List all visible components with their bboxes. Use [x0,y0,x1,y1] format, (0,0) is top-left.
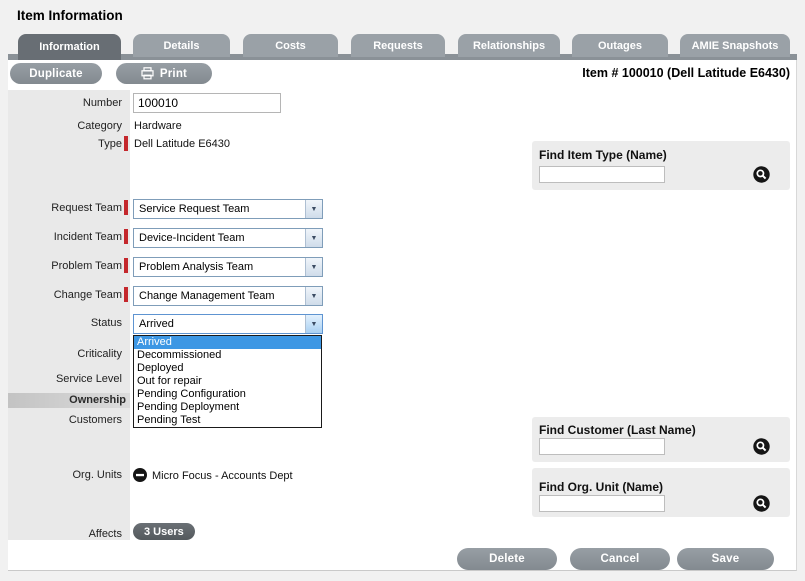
search-icon[interactable] [753,438,770,455]
org-units-label: Org. Units [72,469,122,481]
search-icon[interactable] [753,495,770,512]
tab-underline-bar [8,54,797,60]
status-label: Status [90,317,122,329]
status-option-pending-deployment[interactable]: Pending Deployment [137,401,240,413]
find-org-unit-input[interactable] [539,495,665,512]
incident-team-value: Device-Incident Team [139,232,245,244]
problem-team-value: Problem Analysis Team [139,261,254,273]
affects-users-badge[interactable]: 3 Users [133,523,195,540]
customers-label: Customers [68,414,122,426]
chevron-down-icon[interactable]: ▼ [305,287,322,305]
change-team-value: Change Management Team [139,290,275,302]
change-team-label: Change Team [53,289,122,301]
incident-team-label: Incident Team [53,231,122,243]
request-team-select[interactable]: Service Request Team ▼ [133,199,323,219]
status-option-pending-test[interactable]: Pending Test [137,414,201,426]
delete-button-label: Delete [489,553,525,565]
change-team-required-marker [124,287,128,302]
find-org-unit-panel: Find Org. Unit (Name) [532,468,790,517]
type-label: Type [98,138,122,150]
delete-button[interactable]: Delete [457,548,557,570]
type-required-marker [124,136,128,151]
tab-relationships[interactable]: Relationships [458,34,560,57]
find-item-type-panel: Find Item Type (Name) [532,141,790,190]
incident-team-select[interactable]: Device-Incident Team ▼ [133,228,323,248]
status-option-deployed[interactable]: Deployed [137,362,184,374]
criticality-label: Criticality [77,348,122,360]
status-option-decommissioned[interactable]: Decommissioned [137,349,222,361]
tab-details[interactable]: Details [133,34,230,57]
tab-requests[interactable]: Requests [351,34,445,57]
chevron-down-icon[interactable]: ▼ [305,229,322,247]
problem-team-select[interactable]: Problem Analysis Team ▼ [133,257,323,277]
status-option-pending-configuration[interactable]: Pending Configuration [137,388,246,400]
status-options-list: Arrived Decommissioned Deployed Out for … [133,335,322,428]
printer-icon [141,67,154,80]
tab-costs[interactable]: Costs [243,34,338,57]
category-label: Category [77,120,122,132]
find-item-type-input[interactable] [539,166,665,183]
duplicate-button-label: Duplicate [29,67,83,80]
request-team-required-marker [124,200,128,215]
status-option-arrived[interactable]: Arrived [134,336,321,349]
incident-team-required-marker [124,229,128,244]
item-heading: Item # 100010 (Dell Latitude E6430) [582,66,790,80]
tab-amie-snapshots[interactable]: AMIE Snapshots [680,34,790,57]
chevron-down-icon[interactable]: ▼ [305,258,322,276]
affects-label: Affects [88,528,122,540]
cancel-button[interactable]: Cancel [570,548,670,570]
find-org-unit-label: Find Org. Unit (Name) [539,480,663,494]
problem-team-required-marker [124,258,128,273]
save-button-label: Save [711,553,740,565]
print-button-label: Print [159,67,188,80]
tab-information[interactable]: Information [18,34,121,60]
ownership-section-header: Ownership [8,393,130,408]
duplicate-button[interactable]: Duplicate [10,63,102,84]
status-option-out-for-repair[interactable]: Out for repair [137,375,202,387]
status-value: Arrived [139,318,174,330]
change-team-select[interactable]: Change Management Team ▼ [133,286,323,306]
service-level-label: Service Level [55,373,122,385]
chevron-down-icon[interactable]: ▼ [305,315,322,333]
status-select[interactable]: Arrived ▼ [133,314,323,334]
cancel-button-label: Cancel [600,553,640,565]
remove-minus-icon[interactable] [133,468,147,482]
page-title: Item Information [17,8,123,23]
find-customer-panel: Find Customer (Last Name) [532,417,790,462]
request-team-value: Service Request Team [139,203,250,215]
request-team-label: Request Team [51,202,122,214]
problem-team-label: Problem Team [51,260,122,272]
category-value: Hardware [134,120,182,132]
save-button[interactable]: Save [677,548,774,570]
number-label: Number [82,97,122,109]
find-item-type-label: Find Item Type (Name) [539,148,667,162]
org-units-value[interactable]: Micro Focus - Accounts Dept [152,470,293,482]
type-value: Dell Latitude E6430 [134,138,231,150]
search-icon[interactable] [753,166,770,183]
chevron-down-icon[interactable]: ▼ [305,200,322,218]
find-customer-input[interactable] [539,438,665,455]
form-label-column [8,90,130,540]
number-input[interactable] [133,93,281,113]
find-customer-label: Find Customer (Last Name) [539,423,696,437]
tab-outages[interactable]: Outages [572,34,668,57]
print-button[interactable]: Print [116,63,212,84]
